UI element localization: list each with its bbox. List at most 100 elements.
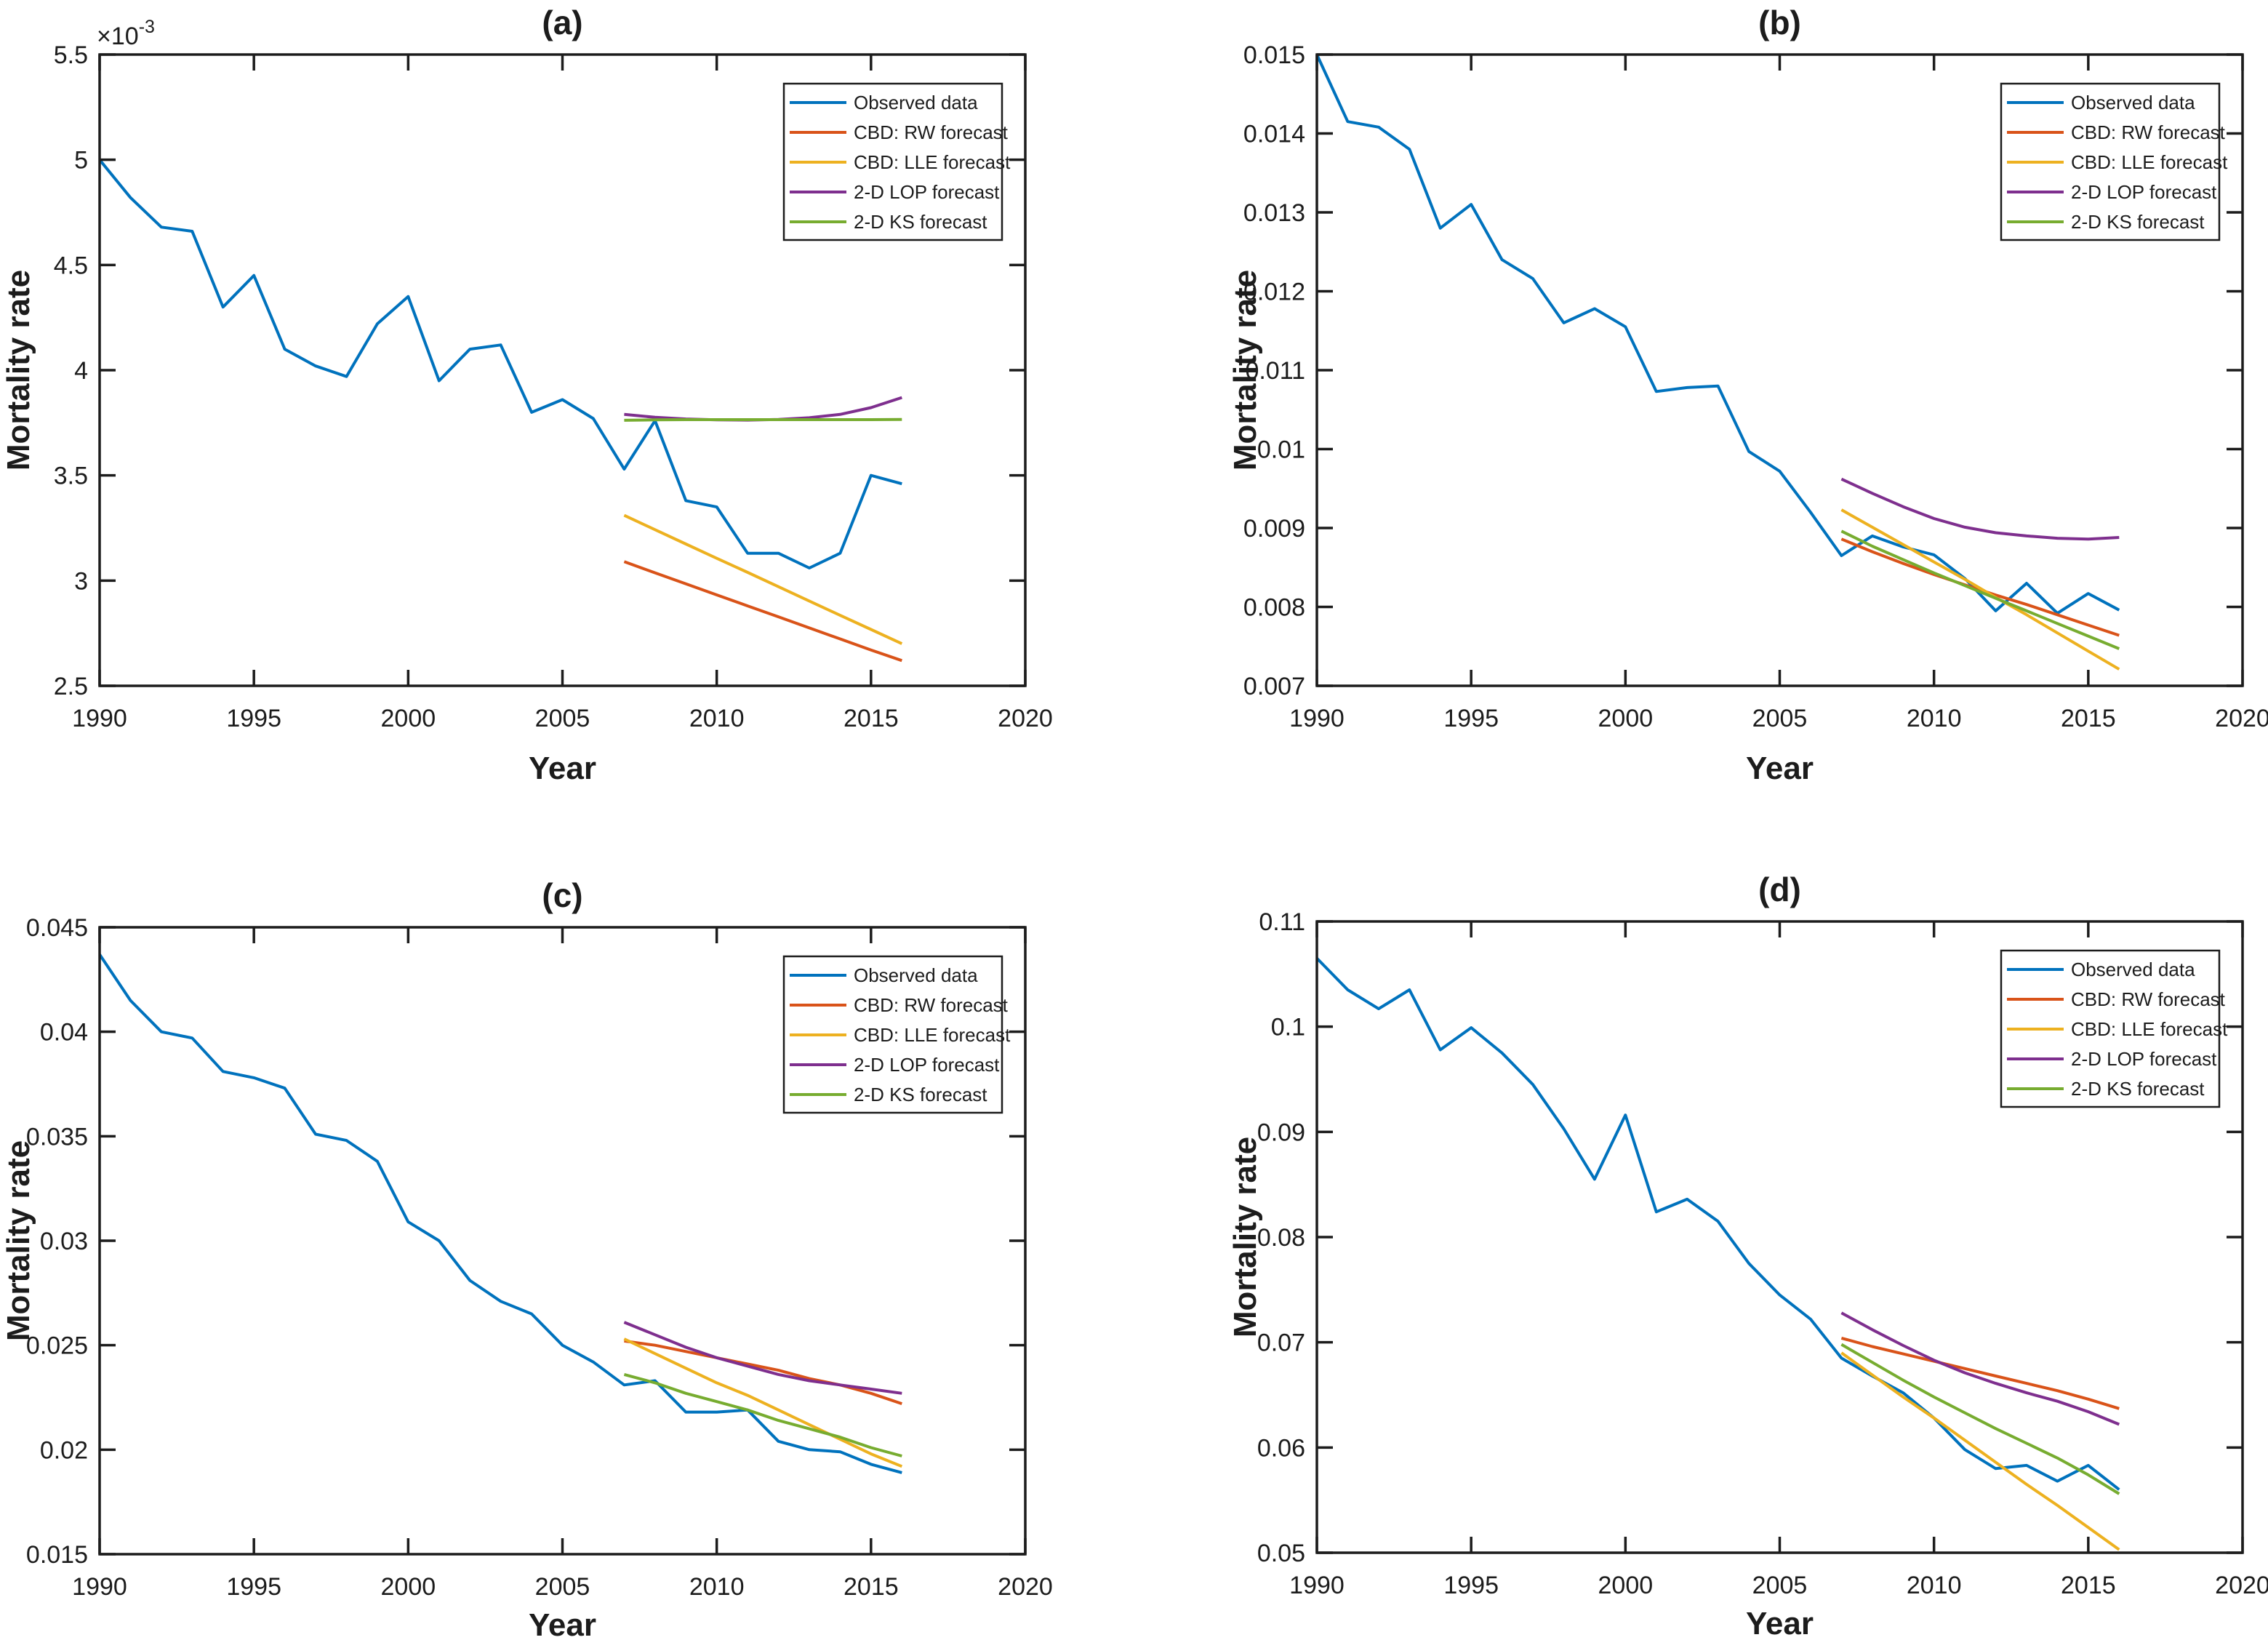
series-line-rw xyxy=(1840,1336,2120,1410)
legend: Observed data CBD: RW forecast CBD: LLE fo… xyxy=(2000,82,2228,241)
y-tick-label: 0.014 xyxy=(1243,121,1305,148)
legend-label-lop: 2-D LOP forecast xyxy=(2071,181,2217,203)
legend-label-lle: CBD: LLE forecast xyxy=(854,151,1011,173)
x-tick-label: 2020 xyxy=(2215,705,2268,732)
series-line-ks xyxy=(623,1372,902,1457)
y-tick-label: 2.5 xyxy=(54,673,88,700)
y-tick-label: 0.013 xyxy=(1243,199,1305,227)
y-tick-label: 0.009 xyxy=(1243,515,1305,543)
x-tick-label: 2015 xyxy=(2061,705,2116,732)
x-tick-label: 2005 xyxy=(535,1573,590,1601)
y-tick-label: 0.025 xyxy=(26,1332,88,1360)
axes: 1990 1995 2000 2005 2010 2015 2020 2.5 3 3.5 4 4.5 5… xyxy=(54,41,1053,732)
x-tick-label: 2020 xyxy=(998,705,1053,732)
legend-label-rw: CBD: RW forecast xyxy=(2071,988,2226,1010)
x-tick-label: 2015 xyxy=(844,1573,899,1601)
legend-label-ks: 2-D KS forecast xyxy=(2071,211,2205,233)
x-axis-label: Year xyxy=(1746,1606,1814,1641)
y-tick-label: 0.1 xyxy=(1271,1014,1305,1041)
y-tick-label: 0.09 xyxy=(1257,1119,1305,1146)
series-line-ks xyxy=(1840,1343,2120,1495)
x-tick-label: 1995 xyxy=(1443,705,1499,732)
legend-label-observed: Observed data xyxy=(854,92,978,113)
x-axis-label: Year xyxy=(529,751,596,786)
legend: Observed data CBD: RW forecast CBD: LLE fo… xyxy=(782,82,1011,241)
legend-label-rw: CBD: RW forecast xyxy=(854,994,1009,1016)
chart-title: (d) xyxy=(1758,871,1801,908)
series-line-lop xyxy=(1840,477,2120,541)
legend-label-lle: CBD: LLE forecast xyxy=(854,1024,1011,1046)
y-tick-label: 0.04 xyxy=(40,1019,88,1047)
legend-label-lop: 2-D LOP forecast xyxy=(854,1054,1000,1076)
plot-series xyxy=(98,953,903,1474)
y-tick-label: 3 xyxy=(74,567,88,595)
legend-label-lop: 2-D LOP forecast xyxy=(2071,1048,2217,1070)
y-tick-label: 0.07 xyxy=(1257,1329,1305,1357)
legend-label-lle: CBD: LLE forecast xyxy=(2071,1018,2228,1040)
x-tick-label: 2010 xyxy=(1907,705,1962,732)
chart-title: (a) xyxy=(542,4,582,41)
y-tick-label: 0.06 xyxy=(1257,1434,1305,1462)
y-tick-label: 3.5 xyxy=(54,463,88,490)
panel-d: 1990 1995 2000 2005 2010 2015 2020 0.05 0.06 0.07… xyxy=(1134,824,2268,1648)
y-tick-label: 0.03 xyxy=(40,1228,88,1255)
legend-label-rw: CBD: RW forecast xyxy=(2071,121,2226,143)
y-tick-label: 0.02 xyxy=(40,1436,88,1464)
x-tick-label: 1990 xyxy=(72,1573,127,1601)
x-tick-label: 1990 xyxy=(72,705,127,732)
legend-label-lle: CBD: LLE forecast xyxy=(2071,151,2228,173)
x-tick-label: 2005 xyxy=(535,705,590,732)
x-tick-label: 1995 xyxy=(1443,1572,1499,1599)
chart-c: 1990 1995 2000 2005 2010 2015 2020 0.015 0.02 0.0… xyxy=(1,876,1053,1643)
panel-c: 1990 1995 2000 2005 2010 2015 2020 0.015 0.02 0.0… xyxy=(0,824,1134,1648)
y-tick-label: 0.015 xyxy=(1243,41,1305,69)
x-tick-label: 2005 xyxy=(1752,705,1808,732)
chart-b: 1990 1995 2000 2005 2010 2015 2020 0.007 0.008 0.… xyxy=(1227,4,2268,786)
y-tick-label: 0.015 xyxy=(26,1541,88,1569)
chart-d: 1990 1995 2000 2005 2010 2015 2020 0.05 0.06 0.07… xyxy=(1227,871,2268,1641)
plot-series xyxy=(1315,957,2120,1551)
y-tick-label: 0.05 xyxy=(1257,1540,1305,1567)
y-tick-label: 5 xyxy=(74,147,88,175)
y-tick-label: 4.5 xyxy=(54,252,88,279)
series-line-lop xyxy=(624,396,902,422)
y-tick-label: 5.5 xyxy=(54,41,88,69)
y-axis-label: Mortality rate xyxy=(1,270,36,471)
x-tick-label: 2005 xyxy=(1752,1572,1808,1599)
legend: Observed data CBD: RW forecast CBD: LLE fo… xyxy=(2000,949,2228,1108)
axes: 1990 1995 2000 2005 2010 2015 2020 0.015 0.02 0.0… xyxy=(26,914,1053,1601)
series-line-lop xyxy=(1840,1311,2120,1426)
series-line-lop xyxy=(623,1321,902,1395)
series-line-lle xyxy=(623,513,903,645)
plot-series xyxy=(1315,54,2120,671)
y-axis-exponent: ×10-3 xyxy=(97,17,155,50)
chart-title: (b) xyxy=(1758,4,1801,41)
series-line-observed xyxy=(98,953,902,1474)
x-axis-label: Year xyxy=(1746,751,1814,786)
x-tick-label: 2000 xyxy=(381,1573,436,1601)
series-line-lle xyxy=(623,1337,903,1468)
y-tick-label: 0.011 xyxy=(1245,357,1305,385)
chart-title: (c) xyxy=(542,876,582,914)
x-tick-label: 1995 xyxy=(226,1573,281,1601)
legend-label-ks: 2-D KS forecast xyxy=(854,211,987,233)
y-tick-label: 0.01 xyxy=(1257,436,1305,464)
legend-label-observed: Observed data xyxy=(2071,92,2195,113)
x-tick-label: 1995 xyxy=(226,705,281,732)
chart-a: 1990 1995 2000 2005 2010 2015 2020 2.5 3 3.5 4 4.5 5… xyxy=(1,4,1053,786)
x-tick-label: 2015 xyxy=(2061,1572,2116,1599)
x-tick-label: 1990 xyxy=(1289,1572,1345,1599)
y-axis-label: Mortality rate xyxy=(1,1140,36,1341)
y-axis-label: Mortality rate xyxy=(1227,270,1263,471)
axes: 1990 1995 2000 2005 2010 2015 2020 0.007 0.008 0.… xyxy=(1243,41,2268,732)
legend: Observed data CBD: RW forecast CBD: LLE fo… xyxy=(782,955,1011,1114)
y-axis-label: Mortality rate xyxy=(1227,1137,1263,1337)
plot-series xyxy=(98,159,903,663)
x-tick-label: 2010 xyxy=(1907,1572,1962,1599)
axes: 1990 1995 2000 2005 2010 2015 2020 0.05 0.06 0.07… xyxy=(1257,908,2268,1599)
legend-label-ks: 2-D KS forecast xyxy=(2071,1078,2205,1100)
x-tick-label: 2015 xyxy=(844,705,899,732)
x-tick-label: 2010 xyxy=(689,1573,745,1601)
legend-label-lop: 2-D LOP forecast xyxy=(854,181,1000,203)
